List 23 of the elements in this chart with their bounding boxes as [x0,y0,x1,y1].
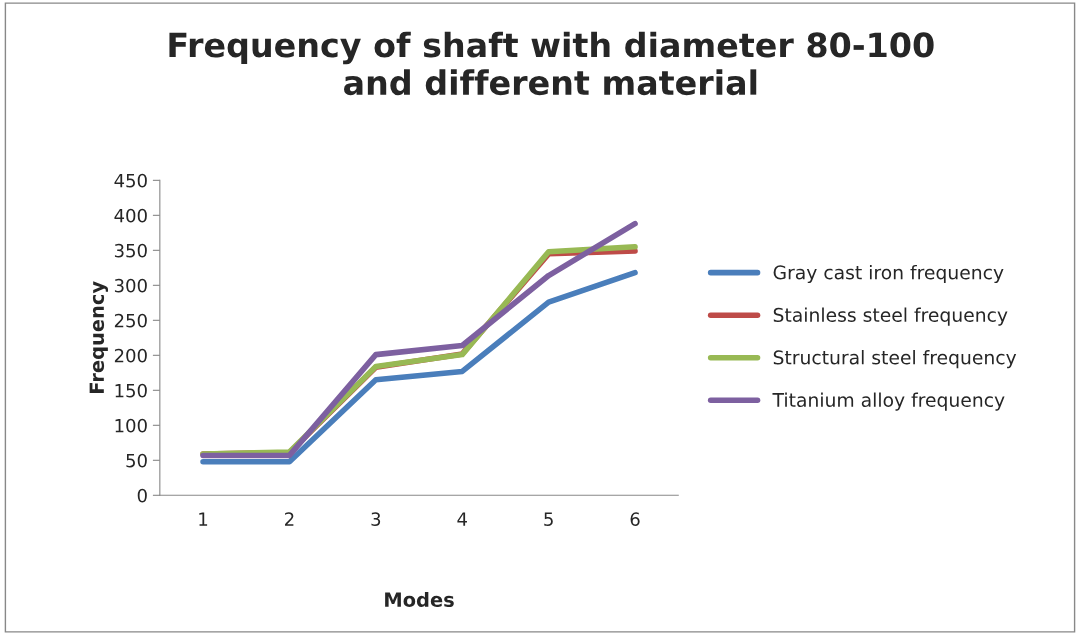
y-tick-label: 300 [114,278,147,293]
x-tick-label: 5 [544,512,553,526]
chart-title: Frequency of shaft with diameter 80-100 and different material [169,31,934,96]
x-tick-label: 4 [457,512,467,526]
y-axis-title: Frequency [89,281,109,393]
y-tick-label: 0 [137,488,147,503]
legend-label: Gray cast iron frequency [773,264,1004,284]
y-tick-label: 200 [114,348,147,363]
y-tick-label: 150 [115,383,147,398]
y-tick-label: 450 [114,173,147,188]
x-tick-label: 3 [371,512,381,526]
x-axis-title: Modes [385,591,454,607]
y-tick-label: 350 [114,243,147,258]
y-tick-label: 400 [114,208,147,223]
legend-label: Titanium alloy frequency [772,392,1005,411]
legend-label: Stainless steel frequency [773,307,1008,326]
y-tick-label: 100 [115,418,147,433]
x-tick-label: 2 [285,512,294,526]
y-tick-label: 50 [126,453,147,468]
x-tick-label: 6 [630,512,640,526]
legend-label: Structural steel frequency [773,350,1017,369]
y-tick-label: 250 [114,313,147,328]
x-tick-label: 1 [199,512,208,526]
